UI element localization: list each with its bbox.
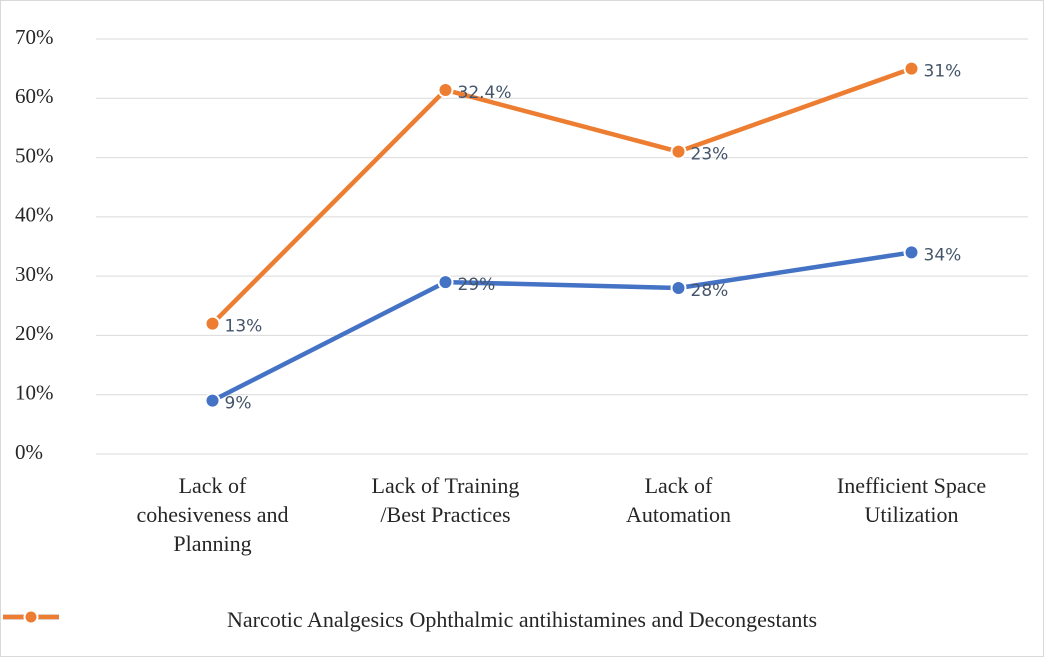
data-label: 29% <box>458 275 496 295</box>
legend-label: Ophthalmic antihistamines and Decongesta… <box>409 607 818 632</box>
y-tick-label: 60% <box>15 84 54 108</box>
data-label: 28% <box>691 281 729 301</box>
x-tick-label: Lack of Training /Best Practices <box>371 473 520 527</box>
y-tick-label: 30% <box>15 262 54 286</box>
y-tick-label: 70% <box>15 25 54 49</box>
x-tick-label: Lack of Automation <box>625 473 732 527</box>
point <box>204 392 221 409</box>
x-tick-label: Inefficient Space Utilization <box>836 473 987 527</box>
data-label: 34% <box>924 245 962 265</box>
point <box>903 60 920 77</box>
series-line <box>211 250 912 403</box>
point <box>670 143 687 160</box>
legend-item: Narcotic Analgesics <box>3 607 404 633</box>
point <box>670 280 687 296</box>
data-label: 32.4% <box>458 83 512 103</box>
x-tick-label: Lack of cohesiveness and Planning <box>136 473 289 556</box>
legend-item: Ophthalmic antihistamines and Decongesta… <box>3 607 818 633</box>
data-label: 13% <box>225 317 263 337</box>
series-line <box>210 66 913 326</box>
point <box>437 274 454 291</box>
legend-marker <box>23 609 39 625</box>
point <box>437 81 454 98</box>
legend-swatch <box>3 609 59 625</box>
y-tick-label: 40% <box>15 203 54 227</box>
data-label: 23% <box>691 145 729 165</box>
y-tick-label: 0% <box>15 440 43 464</box>
data-label: 9% <box>225 394 252 414</box>
y-tick-label: 50% <box>15 143 54 167</box>
data-label: 31% <box>924 62 962 82</box>
legend: Narcotic Analgesics Ophthalmic antihistam… <box>1 607 1043 633</box>
point <box>204 315 221 332</box>
y-tick-label: 20% <box>15 321 54 345</box>
y-tick-label: 10% <box>15 381 54 405</box>
legend-label: Narcotic Analgesics <box>226 607 404 632</box>
point <box>903 244 920 261</box>
